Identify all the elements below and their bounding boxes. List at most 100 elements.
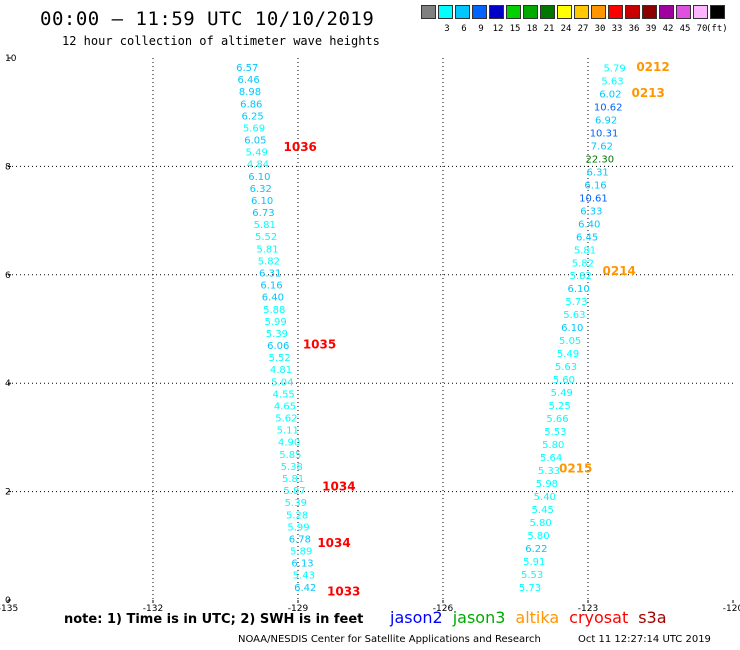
wave-height-value: 4.55: [273, 389, 295, 400]
legend-label: 3: [444, 24, 450, 34]
wave-height-value: 10.61: [579, 193, 608, 204]
altimeter-tracks: 6.576.468.986.866.255.696.055.494.846.10…: [236, 63, 626, 594]
y-tick-label: 4: [5, 379, 11, 389]
wave-height-value: 5.33: [538, 466, 560, 477]
wave-height-value: 5.73: [519, 583, 541, 594]
wave-height-value: 6.40: [578, 219, 600, 230]
time-tag: 0212: [636, 60, 669, 74]
wave-height-value: 5.63: [555, 362, 577, 373]
wave-height-value: 6.42: [294, 583, 316, 594]
wave-height-value: 5.80: [529, 518, 551, 529]
wave-height-value: 4.65: [274, 401, 296, 412]
wave-height-value: 5.66: [546, 414, 568, 425]
wave-height-value: 10.31: [590, 128, 619, 139]
wave-height-value: 5.82: [572, 258, 594, 269]
wave-height-value: 5.04: [271, 377, 293, 388]
wave-height-value: 5.69: [243, 123, 265, 134]
page-subtitle: 12 hour collection of altimeter wave hei…: [62, 34, 380, 48]
wave-height-value: 5.05: [559, 336, 581, 347]
satellite-name: s3a: [638, 608, 667, 627]
legend-swatch: [676, 5, 692, 19]
legend-swatch: [642, 5, 658, 19]
legend-swatch: [574, 5, 590, 19]
legend-swatch: [608, 5, 624, 19]
time-tag: 1035: [303, 338, 336, 352]
legend-swatch: [455, 5, 471, 19]
credit-line: NOAA/NESDIS Center for Satellite Applica…: [238, 634, 541, 645]
wave-height-value: 5.73: [565, 297, 587, 308]
legend-label: 42: [662, 24, 674, 34]
wave-height-value: 6.78: [289, 534, 311, 545]
wave-height-value: 5.63: [601, 77, 623, 88]
x-tick-label: -123: [578, 604, 598, 614]
wave-height-value: 5.53: [521, 570, 543, 581]
wave-height-value: 6.40: [262, 293, 284, 304]
legend-label: 33: [611, 24, 623, 34]
wave-height-value: 5.85: [279, 450, 301, 461]
wave-height-value: 6.22: [525, 544, 547, 555]
wave-height-value: 6.92: [595, 115, 617, 126]
wave-height-value: 6.73: [252, 208, 274, 219]
wave-height-value: 6.33: [580, 206, 602, 217]
wave-height-value: 6.57: [236, 63, 258, 74]
wave-height-value: 6.10: [248, 172, 270, 183]
wave-height-value: 5.49: [557, 349, 579, 360]
satellite-legend: jason2 jason3 altika cryosat s3a: [390, 608, 677, 627]
legend-label: 12: [492, 24, 504, 34]
time-tag: 0215: [559, 462, 592, 476]
wave-height-value: 5.99: [287, 522, 309, 533]
wave-height-value: 6.10: [561, 323, 583, 334]
legend-swatch: [472, 5, 488, 19]
wave-height-value: 8.98: [239, 87, 261, 98]
wave-height-value: 5.40: [534, 492, 556, 503]
satellite-name: cryosat: [569, 608, 629, 627]
legend-swatch: [710, 5, 726, 19]
x-tick-label: -120: [723, 604, 740, 614]
time-tag: 0213: [632, 86, 665, 100]
wave-height-value: 5.53: [544, 427, 566, 438]
wave-height-value: 5.52: [268, 353, 290, 364]
wave-height-value: 5.60: [553, 375, 575, 386]
wave-height-value: 6.16: [584, 180, 606, 191]
legend-swatch: [523, 5, 539, 19]
wave-height-value: 22.30: [585, 154, 614, 165]
wave-height-value: 5.43: [293, 571, 315, 582]
y-tick-label: 0: [5, 596, 11, 606]
wave-height-value: 4.84: [247, 160, 269, 171]
legend-label: 9: [478, 24, 484, 34]
wave-height-value: 6.05: [244, 136, 266, 147]
wave-height-value: 6.10: [251, 196, 273, 207]
legend-label: 18: [526, 24, 538, 34]
y-tick-label: 2: [5, 488, 11, 498]
legend-label: 70: [696, 24, 708, 34]
wave-height-value: 5.49: [551, 388, 573, 399]
wave-height-value: 5.80: [527, 531, 549, 542]
legend-swatch: [591, 5, 607, 19]
wave-height-value: 4.81: [270, 365, 292, 376]
wave-height-value: 4.90: [278, 438, 300, 449]
wave-height-value: 5.45: [532, 505, 554, 516]
legend-swatch: [557, 5, 573, 19]
wave-height-value: 5.25: [548, 401, 570, 412]
wave-height-value: 5.81: [574, 245, 596, 256]
x-tick-label: -132: [143, 604, 163, 614]
wave-height-value: 6.25: [242, 111, 264, 122]
legend-swatch: [489, 5, 505, 19]
footer-note: note: 1) Time is in UTC; 2) SWH is in fe…: [64, 612, 364, 627]
y-tick-label: 10: [5, 54, 17, 64]
page-title: 00:00 – 11:59 UTC 10/10/2019: [40, 8, 375, 30]
generation-timestamp: Oct 11 12:27:14 UTC 2019: [578, 634, 711, 645]
legend-swatch: [693, 5, 709, 19]
time-tag: 1034: [322, 480, 355, 494]
x-tick-label: -126: [433, 604, 454, 614]
legend-swatch: [540, 5, 556, 19]
wave-height-value: 5.98: [536, 479, 558, 490]
time-tag: 1033: [327, 585, 360, 599]
legend-swatch: [625, 5, 641, 19]
legend-label: 24: [560, 24, 572, 34]
wave-height-value: 5.91: [523, 557, 545, 568]
y-tick-label: 8: [5, 162, 11, 172]
legend-label: 27: [577, 24, 589, 34]
wave-height-value: 5.39: [266, 329, 288, 340]
wave-height-value: 5.79: [603, 64, 625, 75]
